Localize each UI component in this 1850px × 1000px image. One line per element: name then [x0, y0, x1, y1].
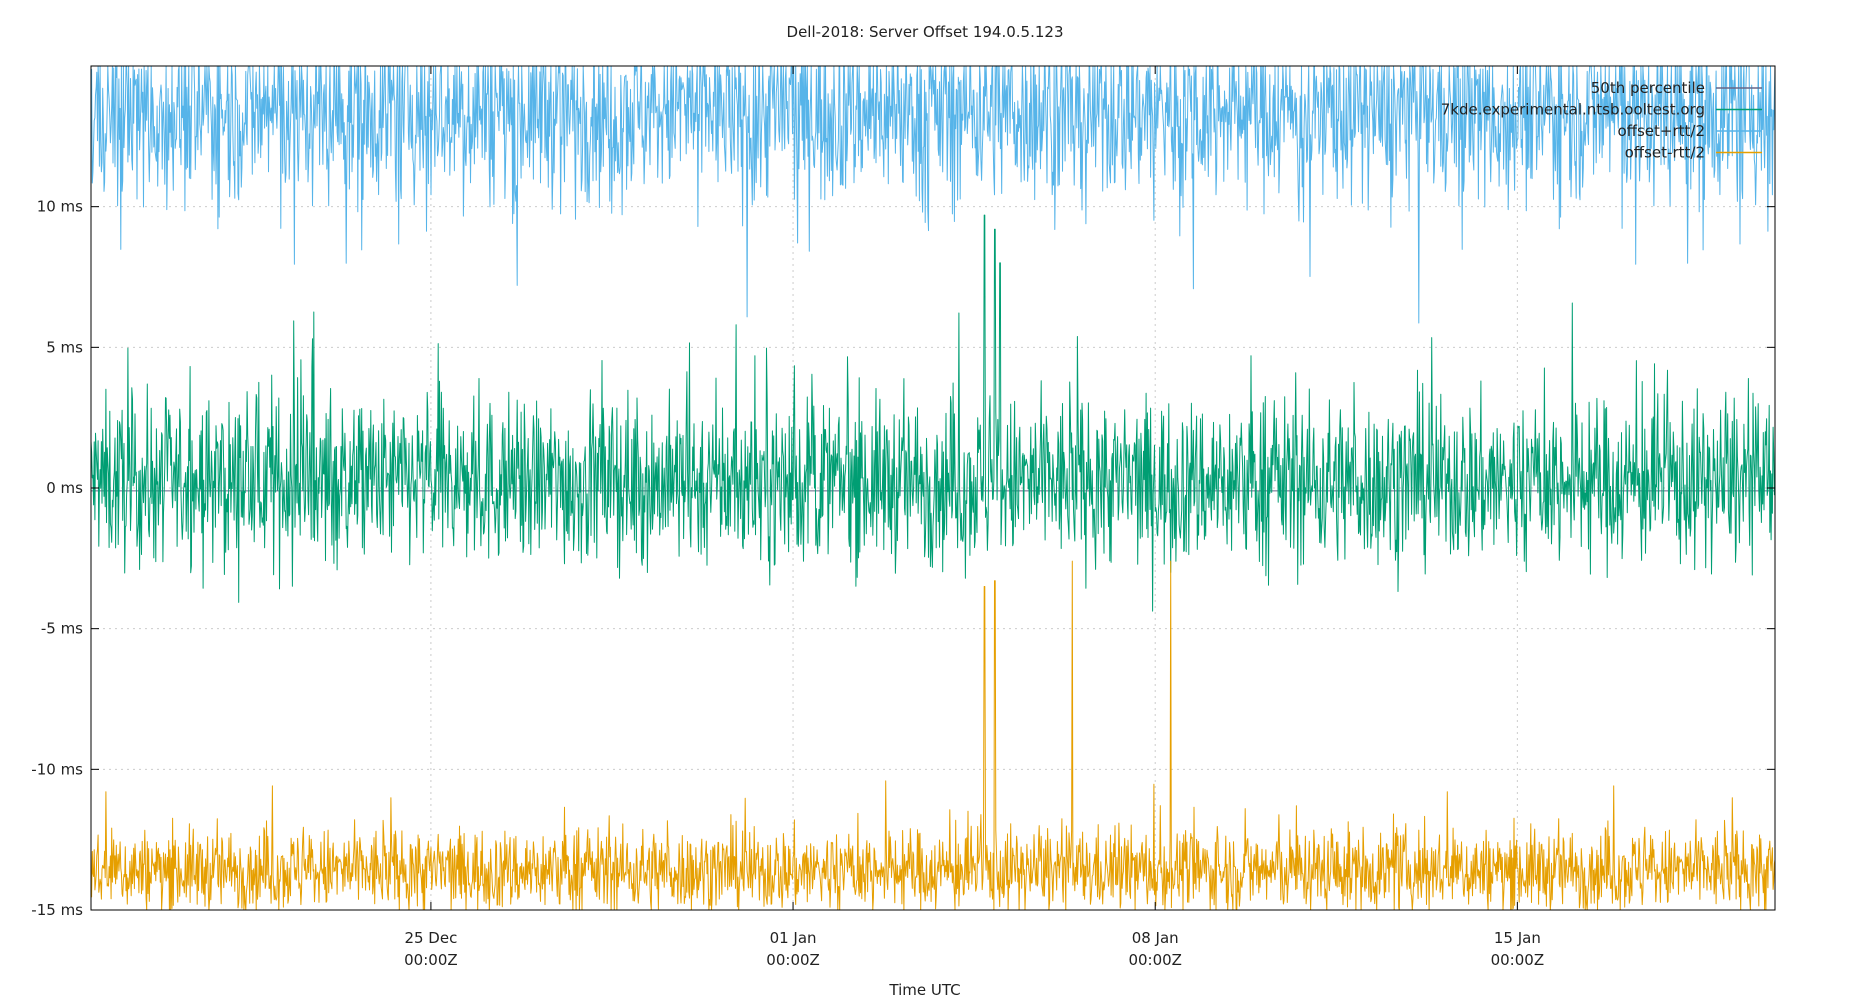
y-tick-label: -10 ms: [31, 760, 83, 778]
y-tick-label: -15 ms: [31, 901, 83, 919]
y-tick-label: -5 ms: [41, 620, 83, 638]
series-line-3: [90, 560, 1776, 911]
series-line-1: [90, 214, 1776, 612]
x-tick-label-time: 00:00Z: [404, 951, 458, 969]
legend-label: 7kde.experimental.ntsb.ooltest.org: [1441, 101, 1705, 119]
x-tick-label-date: 15 Jan: [1494, 929, 1541, 947]
x-tick-label-time: 00:00Z: [766, 951, 820, 969]
axes: 10 ms 5 ms 0 ms -5 ms -10 ms -15 ms 25 Dec 00:0…: [31, 65, 1776, 969]
legend-label: offset+rtt/2: [1617, 122, 1705, 140]
x-tick-label-time: 00:00Z: [1128, 951, 1182, 969]
y-tick-label: 10 ms: [37, 198, 83, 216]
x-tick-label-date: 25 Dec: [404, 929, 457, 947]
legend: 50th percentile 7kde.experimental.ntsb.oo…: [1441, 79, 1762, 162]
x-axis-label: Time UTC: [888, 981, 960, 999]
legend-label: 50th percentile: [1591, 79, 1705, 97]
y-tick-label: 5 ms: [46, 338, 83, 356]
x-tick-label-time: 00:00Z: [1491, 951, 1545, 969]
y-tick-label: 0 ms: [46, 479, 83, 497]
x-tick-label-date: 01 Jan: [770, 929, 817, 947]
legend-label: offset-rtt/2: [1625, 144, 1705, 162]
x-tick-label-date: 08 Jan: [1132, 929, 1179, 947]
series-group: [90, 65, 1776, 911]
chart-title: Dell-2018: Server Offset 194.0.5.123: [787, 23, 1064, 41]
